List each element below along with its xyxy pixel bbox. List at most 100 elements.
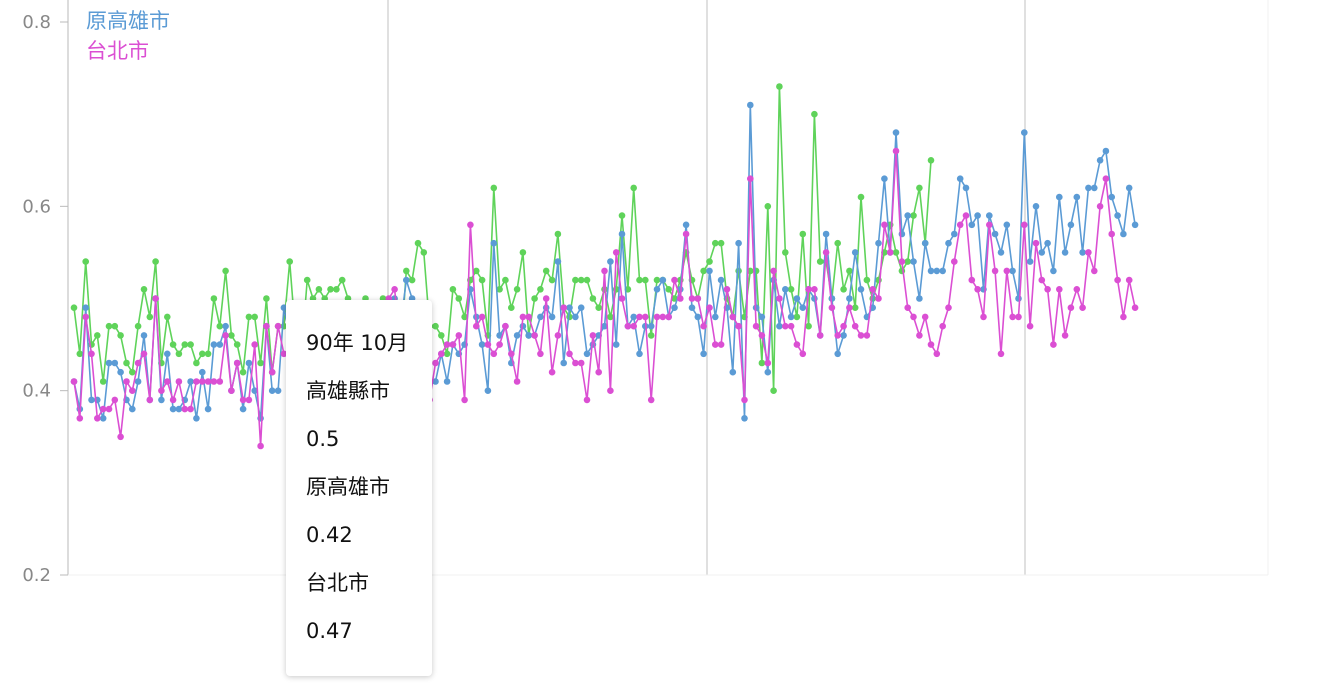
data-point [688, 304, 696, 312]
data-point [816, 258, 824, 265]
data-point [595, 304, 602, 312]
data-point [665, 286, 672, 293]
tooltip-label: 90年 10月 [306, 331, 409, 355]
tooltip-series-name: 高雄縣市 [306, 379, 390, 403]
data-point [537, 286, 544, 293]
data-point [822, 249, 830, 256]
data-point [502, 276, 509, 284]
data-point [962, 184, 970, 192]
data-point [1026, 322, 1034, 330]
data-point [1050, 267, 1057, 275]
data-point [152, 295, 159, 302]
data-point [1125, 276, 1133, 284]
data-point [1032, 239, 1040, 247]
data-point [566, 304, 573, 312]
data-point [618, 295, 626, 302]
data-point [717, 276, 725, 284]
data-point [554, 230, 562, 238]
data-point [1021, 129, 1028, 136]
data-point [741, 415, 748, 422]
tooltip-series-name: 台北市 [306, 571, 369, 595]
data-point [869, 286, 876, 293]
data-point [811, 286, 818, 293]
data-point [123, 359, 130, 367]
data-point [747, 101, 754, 109]
data-point [653, 313, 661, 321]
data-point [548, 368, 556, 376]
data-point [776, 295, 783, 302]
series-group [70, 147, 1139, 450]
data-point [490, 184, 498, 192]
data-point [187, 378, 194, 385]
data-point [222, 332, 229, 339]
data-point [758, 313, 766, 321]
data-point [146, 396, 154, 404]
data-point [799, 304, 807, 312]
data-point [1114, 276, 1121, 284]
data-point [175, 350, 183, 358]
data-point [1096, 203, 1104, 210]
data-point [968, 276, 976, 284]
data-point [793, 313, 801, 321]
data-point [822, 230, 830, 238]
data-point [951, 230, 958, 238]
data-point [187, 341, 194, 348]
data-point [916, 184, 923, 192]
data-point [910, 258, 917, 265]
data-point [962, 212, 970, 219]
data-point [1009, 313, 1016, 321]
data-point [700, 267, 707, 275]
data-point [933, 350, 941, 358]
data-point [1009, 267, 1016, 275]
data-point [805, 286, 812, 293]
tooltip-series-value: 0.42 [306, 523, 353, 547]
data-point [263, 322, 270, 330]
data-point [484, 387, 492, 395]
data-point [76, 415, 84, 422]
data-point [647, 322, 655, 330]
data-point [729, 313, 737, 321]
data-point [228, 332, 235, 339]
data-point [268, 387, 276, 395]
data-point [758, 332, 766, 339]
data-point [782, 322, 789, 330]
data-point [980, 313, 987, 321]
data-point [478, 313, 486, 321]
data-point [158, 387, 165, 395]
data-point [537, 313, 544, 321]
data-point [840, 332, 847, 339]
data-point [741, 396, 748, 404]
data-point [811, 110, 818, 118]
data-point [1079, 249, 1086, 256]
data-point [764, 368, 772, 376]
data-point [99, 378, 107, 385]
data-point [542, 267, 550, 275]
data-point [461, 396, 468, 404]
data-point [1102, 175, 1110, 182]
data-point [239, 405, 247, 413]
data-point [513, 332, 521, 339]
data-point [502, 322, 509, 330]
data-point [601, 322, 608, 330]
data-point [974, 286, 981, 293]
data-point [216, 378, 224, 385]
data-point [636, 350, 643, 358]
data-point [636, 276, 643, 284]
data-point [1108, 230, 1115, 238]
data-point [1044, 239, 1051, 247]
data-point [1003, 267, 1011, 275]
data-point [653, 276, 661, 284]
data-point [1131, 304, 1139, 312]
data-point [164, 378, 171, 385]
y-tick-label: 0.4 [22, 381, 51, 402]
data-point [560, 359, 567, 367]
data-point [1015, 313, 1022, 321]
data-point [577, 276, 585, 284]
data-point [892, 249, 900, 256]
data-point [898, 267, 906, 275]
data-point [117, 433, 124, 441]
data-point [222, 267, 229, 275]
data-point [438, 332, 445, 339]
data-point [216, 341, 224, 348]
data-point [857, 193, 865, 201]
